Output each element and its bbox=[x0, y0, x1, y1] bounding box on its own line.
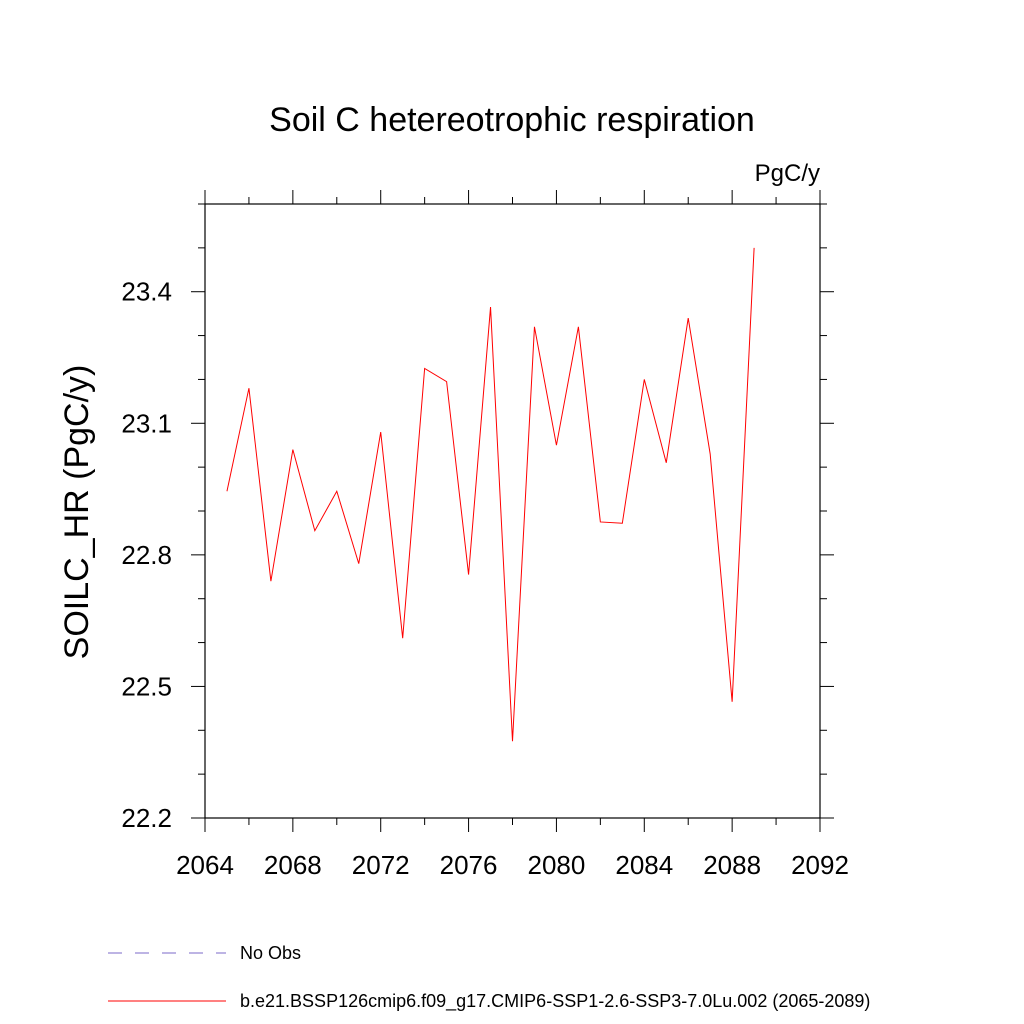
series-line bbox=[226, 247, 755, 742]
y-tick-label: 22.8 bbox=[121, 540, 172, 570]
plot-frame bbox=[204, 203, 821, 819]
axis-tick-labels: 2064 2068 2072 2076 2080 2084 2088 2092 22.2 22.5… bbox=[121, 277, 849, 880]
x-tick-label: 2092 bbox=[791, 850, 849, 880]
x-tick-label: 2080 bbox=[528, 850, 586, 880]
y-tick-label: 22.2 bbox=[121, 803, 172, 833]
x-tick-label: 2068 bbox=[264, 850, 322, 880]
legend-label-no-obs: No Obs bbox=[240, 943, 301, 963]
x-tick-label: 2084 bbox=[615, 850, 673, 880]
legend-label-model: b.e21.BSSP126cmip6.f09_g17.CMIP6-SSP1-2.… bbox=[240, 991, 870, 1012]
y-axis-label: SOILC_HR (PgC/y) bbox=[58, 365, 96, 660]
x-tick-label: 2064 bbox=[176, 850, 234, 880]
axis-ticks bbox=[191, 190, 834, 832]
series-layer bbox=[226, 247, 755, 742]
x-tick-label: 2088 bbox=[703, 850, 761, 880]
chart-title: Soil C hetereotrophic respiration bbox=[269, 101, 755, 139]
x-tick-label: 2072 bbox=[352, 850, 410, 880]
x-tick-label: 2076 bbox=[440, 850, 498, 880]
legend: No Obs b.e21.BSSP126cmip6.f09_g17.CMIP6-… bbox=[108, 943, 870, 1012]
y-tick-label: 22.5 bbox=[121, 671, 172, 701]
units-label: PgC/y bbox=[755, 160, 820, 187]
y-tick-label: 23.4 bbox=[121, 277, 172, 307]
y-tick-label: 23.1 bbox=[121, 408, 172, 438]
